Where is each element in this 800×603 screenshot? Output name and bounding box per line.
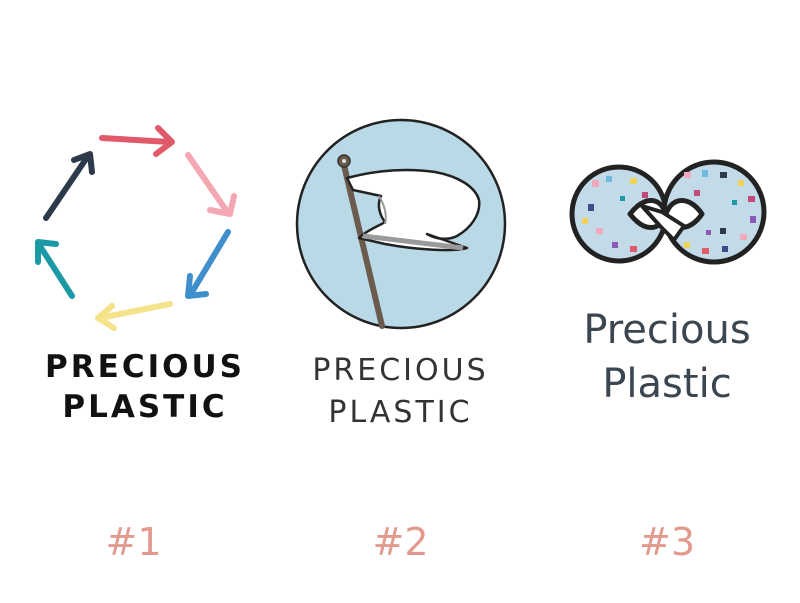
logo-3-number: #3 bbox=[638, 520, 696, 564]
logo-2-title-line-1: PRECIOUS bbox=[312, 353, 489, 388]
logo-1-title-line-1: PRECIOUS bbox=[45, 349, 245, 385]
recycle-arrows-icon bbox=[35, 125, 237, 331]
flag-circle-icon bbox=[295, 118, 507, 330]
logo-option-2: PRECIOUS PLASTIC #2 bbox=[267, 0, 534, 603]
logo-option-1: PRECIOUS PLASTIC #1 bbox=[0, 0, 267, 603]
logo-2-title-line-2: PLASTIC bbox=[328, 395, 473, 430]
logo-1-number: #1 bbox=[105, 520, 162, 564]
infinity-donut-icon bbox=[569, 159, 767, 265]
logo-3-title-line-1: Precious bbox=[583, 307, 751, 353]
logo-1-title-line-2: PLASTIC bbox=[62, 389, 228, 425]
logo-3-title-line-2: Plastic bbox=[602, 361, 732, 407]
logo-2-number: #2 bbox=[372, 520, 429, 564]
logo-option-3: Precious Plastic #3 bbox=[534, 0, 800, 603]
